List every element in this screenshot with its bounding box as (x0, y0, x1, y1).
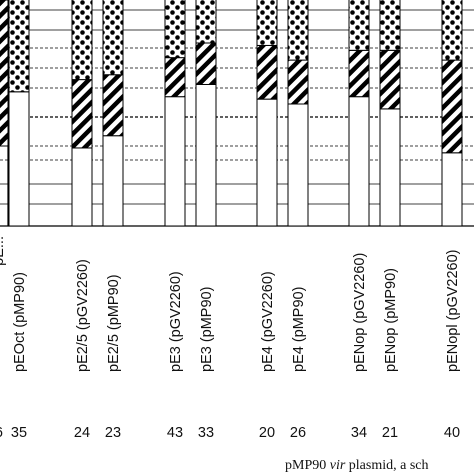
category-label: pE4 (pGV2260) (260, 271, 276, 372)
plot-area (0, 0, 474, 227)
bar-segment-white (441, 152, 463, 227)
bar-segment-white (71, 147, 93, 227)
bar-segment-white (102, 135, 124, 227)
bar-segment-dotted (164, 0, 186, 59)
bar-segment-diagonal-hatch (164, 57, 186, 98)
bar-segment-dotted (256, 0, 278, 46)
count-label: 20 (259, 425, 275, 441)
category-label: pENop (pGV2260) (352, 253, 368, 372)
count-label: 33 (198, 425, 214, 441)
bar-segment-white (8, 91, 30, 227)
category-label-partial: pE... (0, 236, 7, 266)
bar-segment-dotted (8, 0, 30, 93)
bar-segment-dotted (379, 0, 401, 51)
count-label: 35 (11, 425, 27, 441)
category-label: pE3 (pMP90) (199, 287, 215, 372)
bar-segment-white (379, 108, 401, 227)
count-label: 24 (74, 425, 90, 441)
bar-segment-white (348, 96, 370, 227)
category-label: pENopl (pGV2260) (445, 249, 461, 372)
category-label: pE2/5 (pMP90) (106, 274, 122, 372)
count-label-partial: 6 (0, 425, 3, 441)
bar-segment-dotted (348, 0, 370, 51)
bar-segment-dotted (195, 0, 217, 44)
bar-segment-white (164, 96, 186, 227)
count-label: 43 (167, 425, 183, 441)
caption-fragment: pMP90 vir plasmid, a sch (285, 458, 429, 473)
category-label: pENop (pMP90) (383, 268, 399, 372)
category-labels: pEOct (pMP90) pE2/5 (pGV2260) pE2/5 (pMP90… (0, 236, 461, 372)
bar-segment-dotted (102, 0, 124, 76)
bar-segment-dotted (441, 0, 463, 61)
bar-segment-diagonal-hatch (441, 59, 463, 154)
count-label: 23 (105, 425, 121, 441)
category-label: pE4 (pMP90) (291, 287, 307, 372)
bar-segment-dotted (287, 0, 309, 61)
count-label: 40 (444, 425, 460, 441)
category-label: pE3 (pGV2260) (168, 271, 184, 372)
category-label: pE2/5 (pGV2260) (75, 259, 91, 372)
bar-segment-diagonal-hatch (379, 49, 401, 110)
bar-segment-diagonal-hatch (287, 59, 309, 105)
bar-segment-partial (0, 0, 9, 147)
bar-segment-white (287, 103, 309, 227)
bar-segment-diagonal-hatch (71, 79, 93, 149)
count-label: 21 (382, 425, 398, 441)
count-label: 34 (351, 425, 367, 441)
category-label: pEOct (pMP90) (12, 272, 28, 372)
count-labels: 35 24 23 43 33 20 26 34 21 40 6 (0, 425, 460, 441)
bar-segment-diagonal-hatch (195, 42, 217, 85)
bar-segment-diagonal-hatch (256, 44, 278, 100)
bar-segment-dotted (71, 0, 93, 81)
bar-segment-white (256, 98, 278, 227)
bar-segment-diagonal-hatch (348, 49, 370, 98)
bar-segment-diagonal-hatch (102, 74, 124, 137)
count-label: 26 (290, 425, 306, 441)
bar-segment-white (195, 83, 217, 227)
